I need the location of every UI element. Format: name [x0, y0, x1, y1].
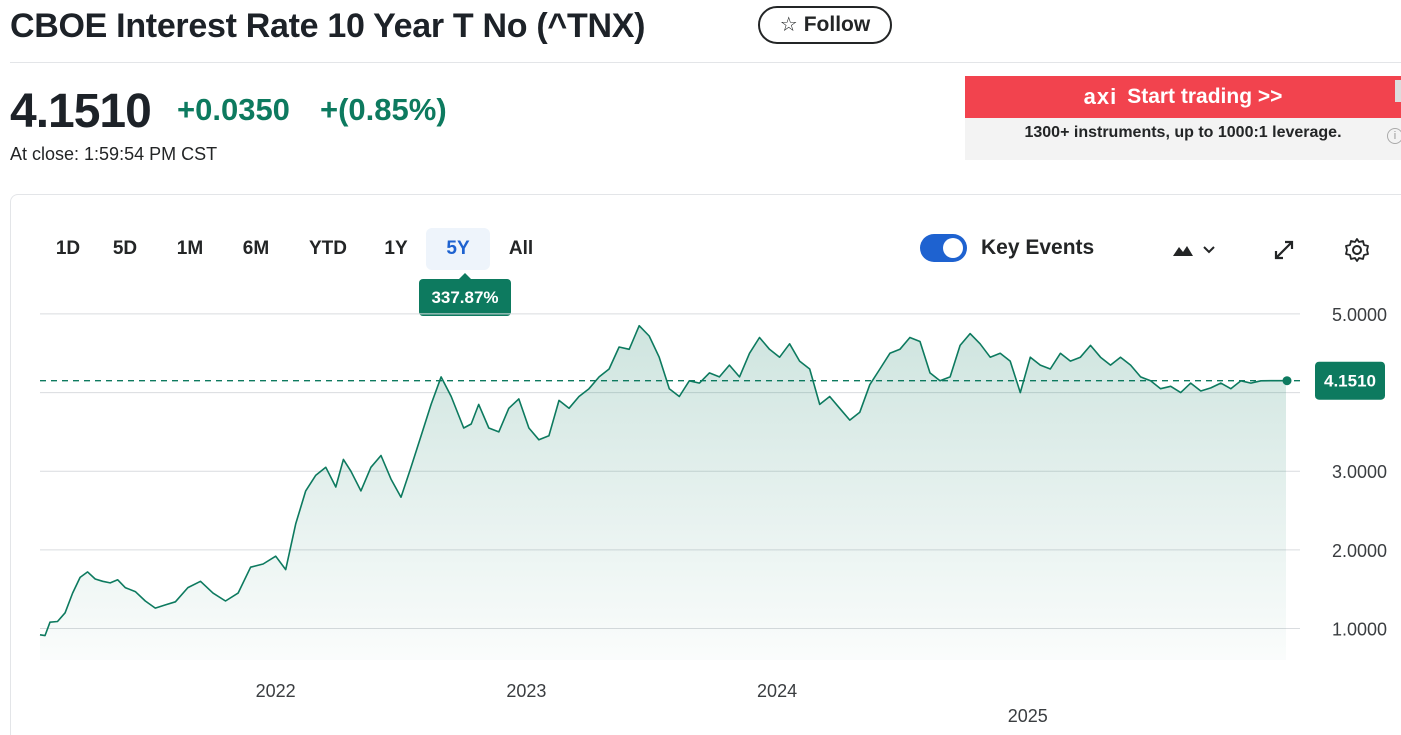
price-change-percent: +(0.85%) [320, 92, 447, 127]
current-price: 4.1510 [10, 85, 152, 138]
tab-6m[interactable]: 6M [242, 238, 270, 259]
x-tick-label: 2025 [1008, 706, 1048, 726]
page-title: CBOE Interest Rate 10 Year T No (^TNX) [10, 6, 646, 45]
advertisement[interactable]: axi Start trading >> 1300+ instruments, … [965, 76, 1401, 160]
y-tick-label: 5.0000 [1332, 305, 1387, 325]
follow-label: Follow [803, 13, 871, 36]
chart-card [10, 194, 1401, 735]
toggle-knob [943, 238, 963, 258]
tab-1m[interactable]: 1M [176, 238, 204, 259]
x-axis: 2022 2023 2024 2025 [256, 681, 1048, 726]
last-price-tag: 4.1510 [1282, 361, 1385, 400]
follow-button[interactable]: ☆ Follow [758, 6, 892, 44]
chart-area [39, 324, 1286, 660]
market-close-time: At close: 1:59:54 PM CST [10, 144, 218, 164]
gear-icon[interactable] [1344, 237, 1370, 263]
last-point-dot [1282, 376, 1292, 386]
last-price-tag-label: 4.1510 [1324, 372, 1376, 391]
ad-banner[interactable]: axi Start trading >> [965, 76, 1401, 118]
ad-logo: axi [1083, 84, 1118, 109]
expand-icon[interactable] [1272, 238, 1296, 262]
page-title-row: CBOE Interest Rate 10 Year T No (^TNX) [10, 4, 645, 48]
tab-ytd[interactable]: YTD [309, 238, 347, 259]
ad-info-icon[interactable]: i [1387, 128, 1401, 144]
chart-type-selector[interactable] [1172, 238, 1222, 262]
performance-badge: 337.87% [419, 273, 511, 316]
x-tick-label: 2024 [757, 681, 797, 701]
mountain-chart-icon [1173, 246, 1193, 256]
key-events-label: Key Events [981, 236, 1095, 259]
y-tick-label: 3.0000 [1332, 462, 1387, 482]
y-tick-label: 1.0000 [1332, 620, 1387, 640]
chevron-down-icon [1203, 246, 1215, 254]
price-change: +0.0350 [177, 92, 290, 127]
header-divider [10, 62, 1401, 63]
x-tick-label: 2022 [256, 681, 296, 701]
tab-5y[interactable]: 5Y [426, 228, 490, 270]
tab-1y[interactable]: 1Y [384, 238, 408, 259]
last-price-tag-bg [1315, 361, 1385, 400]
y-axis: 1.0000 2.0000 3.0000 5.0000 [1332, 305, 1387, 640]
star-icon: ☆ [779, 14, 798, 36]
ad-subtitle: 1300+ instruments, up to 1000:1 leverage… [1024, 124, 1342, 141]
y-tick-label: 2.0000 [1332, 541, 1387, 561]
x-tick-label: 2023 [506, 681, 546, 701]
range-tabs: 1D 5D 1M 6M YTD 1Y 5Y All [44, 228, 552, 270]
tab-1d[interactable]: 1D [55, 238, 81, 259]
series-line [39, 324, 1286, 637]
key-events-toggle[interactable]: Key Events [920, 234, 1094, 262]
tab-5d[interactable]: 5D [112, 238, 138, 259]
tab-all[interactable]: All [508, 238, 534, 259]
series-area-fill [40, 325, 1286, 660]
toggle-switch[interactable] [920, 234, 967, 262]
ad-close-icon[interactable] [1395, 80, 1401, 102]
ad-cta: Start trading >> [1127, 85, 1283, 108]
